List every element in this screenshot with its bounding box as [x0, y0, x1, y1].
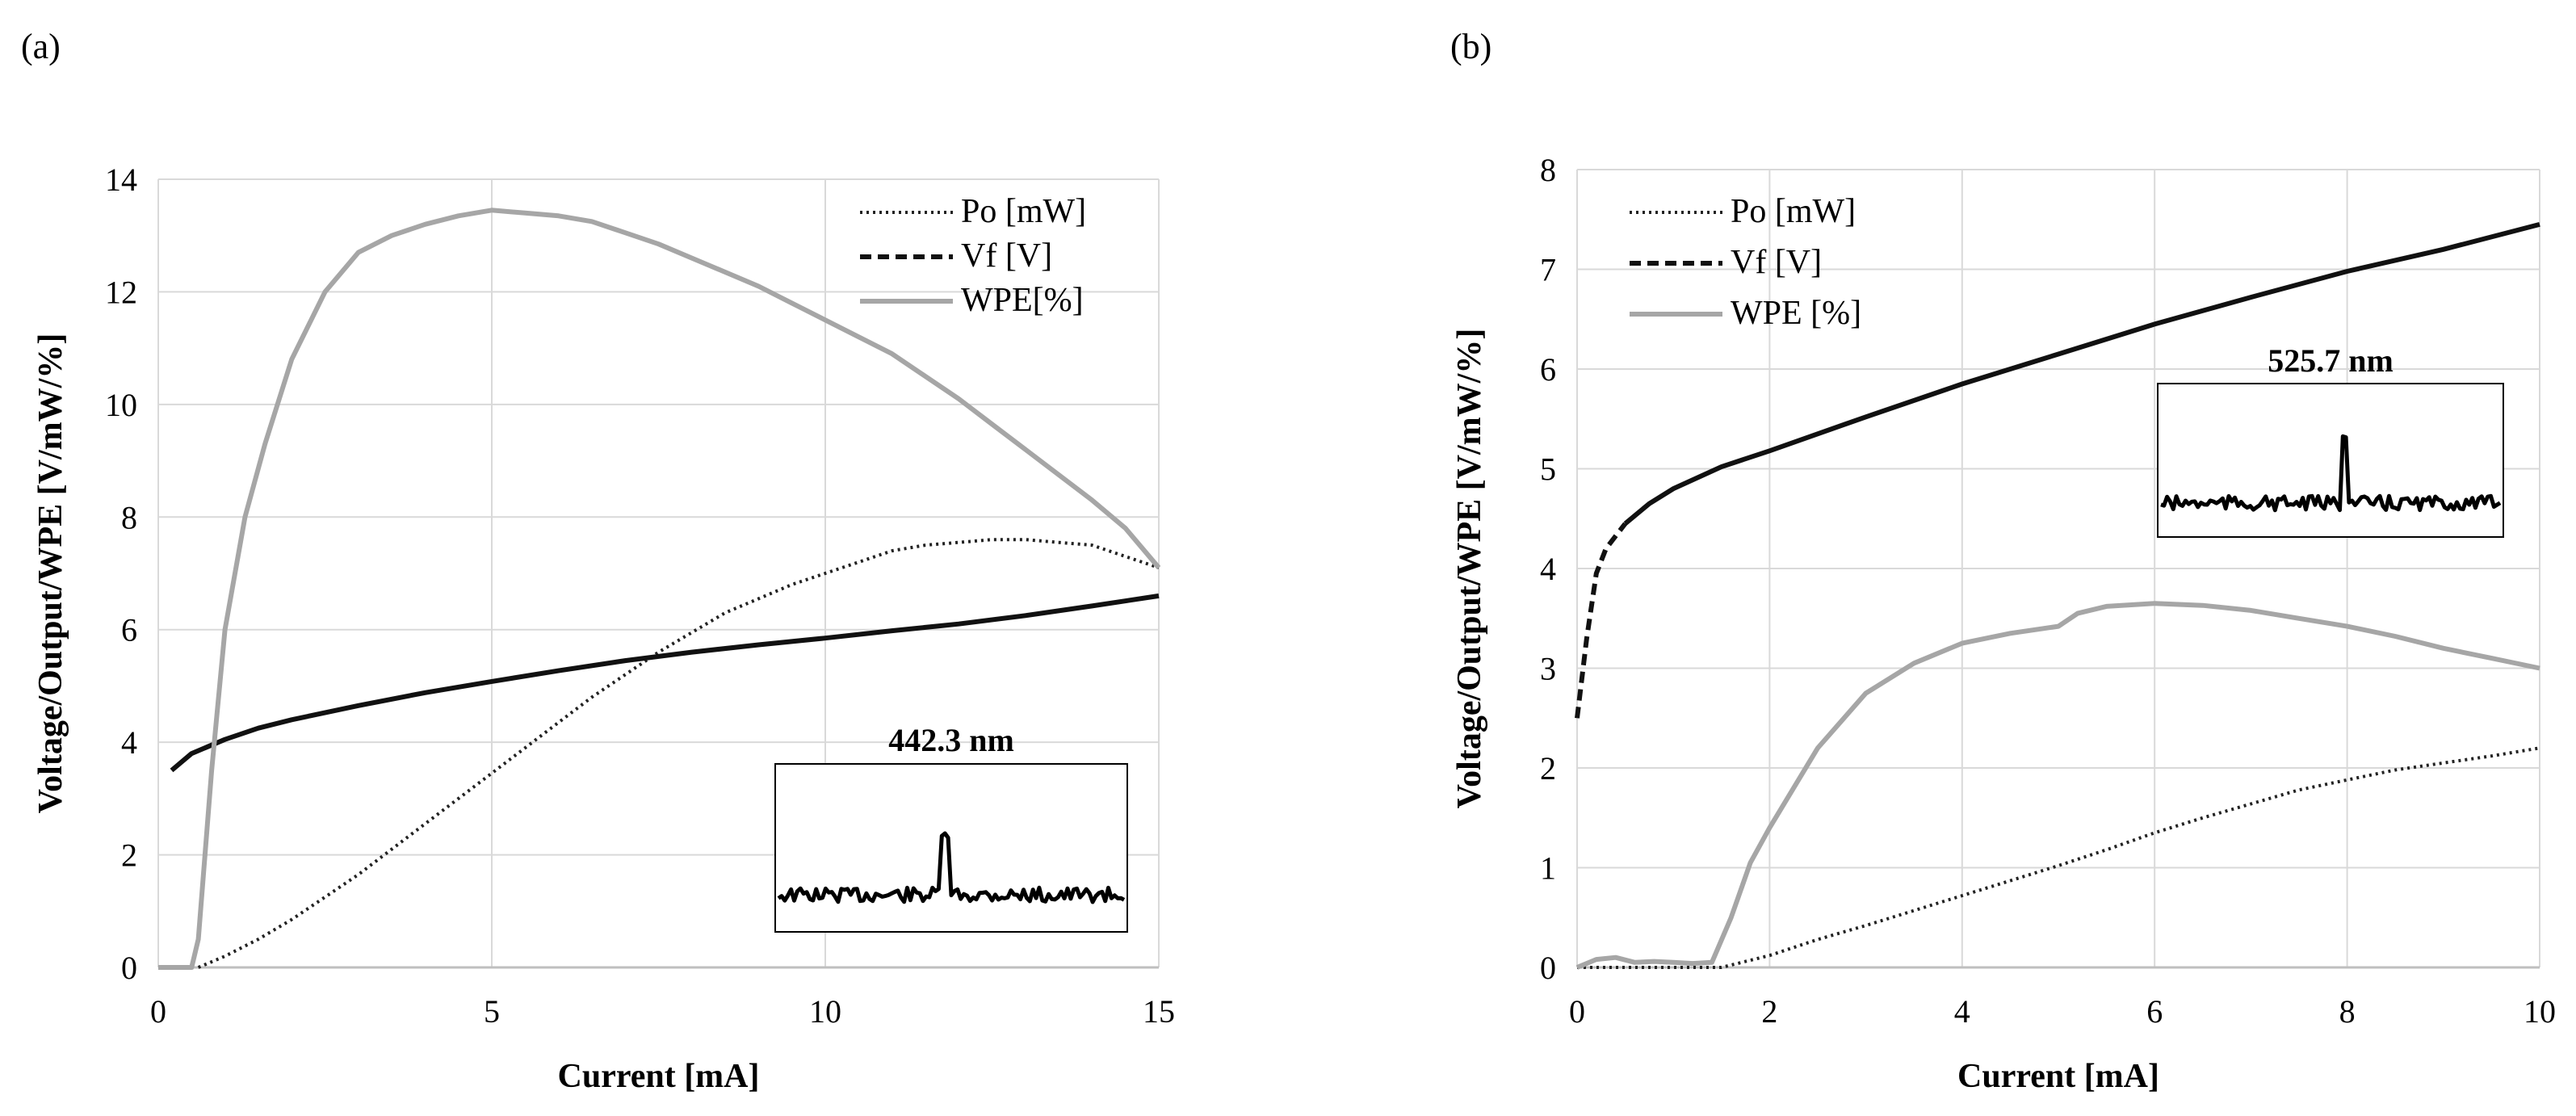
y-tick-label: 0 — [121, 950, 137, 986]
x-tick-label: 2 — [1761, 993, 1777, 1030]
y-tick-label: 12 — [105, 274, 137, 310]
legend: Po [mW] Vf [V] WPE [%] — [1630, 193, 1861, 332]
inset-frame — [774, 763, 1128, 933]
x-tick-label: 8 — [2339, 993, 2356, 1030]
y-tick-label: 6 — [1540, 351, 1556, 388]
y-tick-label: 1 — [1540, 850, 1556, 887]
panel-label: (b) — [1450, 27, 1491, 66]
legend-label-wpe: WPE [%] — [1731, 295, 1861, 332]
inset-label: 442.3 nm — [888, 722, 1014, 758]
y-tick-label: 6 — [121, 612, 137, 648]
y-tick-label: 4 — [1540, 551, 1556, 587]
y-tick-label: 3 — [1540, 651, 1556, 687]
panel-label: (a) — [21, 27, 61, 66]
series-line-vf-v — [170, 593, 1160, 773]
chart-panel-a: (a) 0 2 4 6 8 10 12 14 0 5 10 15 Current [mA] Voltage/… — [21, 27, 1175, 1095]
y-tick-label: 4 — [121, 724, 137, 761]
x-tick-label: 0 — [150, 993, 166, 1030]
legend-label-vf-v: Vf [V] — [1731, 244, 1822, 281]
series-line-vf-v — [1575, 522, 1627, 719]
y-tick-label: 10 — [105, 387, 137, 423]
y-tick-label: 14 — [105, 162, 137, 198]
legend-label-vf-v: Vf [V] — [961, 237, 1052, 275]
y-tick-label: 8 — [121, 499, 137, 535]
y-tick-label: 7 — [1540, 252, 1556, 288]
y-tick-label: 0 — [1540, 950, 1556, 986]
y-axis-title: Voltage/Output/WPE [V/mW/%] — [1451, 329, 1488, 809]
y-tick-label: 2 — [1540, 750, 1556, 787]
x-tick-label: 4 — [1954, 993, 1970, 1030]
inset-label: 525.7 nm — [2268, 342, 2393, 379]
y-axis-title: Voltage/Output/WPE [V/mW/%] — [32, 334, 69, 814]
series-line-wpe — [158, 208, 1161, 970]
x-tick-label: 10 — [2524, 993, 2556, 1030]
y-tick-label: 8 — [1540, 152, 1556, 188]
legend-label-wpe: WPE[%] — [961, 282, 1084, 319]
y-tick-label: 5 — [1540, 451, 1556, 488]
inset-spectrum: 442.3 nm — [774, 722, 1128, 933]
x-tick-label: 6 — [2146, 993, 2163, 1030]
legend: Po [mW] Vf [V] WPE[%] — [860, 193, 1086, 319]
legend-label-po-mw: Po [mW] — [961, 193, 1086, 230]
chart-panel-b: (b) 0 1 2 3 4 5 6 7 8 0 2 4 6 8 10 Current [mA] Voltage/O… — [1450, 27, 2556, 1095]
series-line-vf-v — [1623, 221, 2540, 526]
legend-label-po-mw: Po [mW] — [1731, 193, 1856, 230]
x-axis-title: Current [mA] — [558, 1058, 760, 1095]
x-tick-label: 0 — [1569, 993, 1585, 1030]
x-tick-label: 15 — [1143, 993, 1175, 1030]
y-tick-label: 2 — [121, 837, 137, 874]
inset-spectrum: 525.7 nm — [2157, 342, 2504, 538]
x-tick-label: 5 — [484, 993, 500, 1030]
series-line-wpe — [1575, 601, 2540, 970]
inset-spectrum-trace — [777, 831, 1126, 904]
inset-frame — [2157, 383, 2504, 538]
x-tick-label: 10 — [809, 993, 841, 1030]
inset-spectrum-trace — [2160, 434, 2502, 513]
x-axis-title: Current [mA] — [1957, 1058, 2159, 1095]
